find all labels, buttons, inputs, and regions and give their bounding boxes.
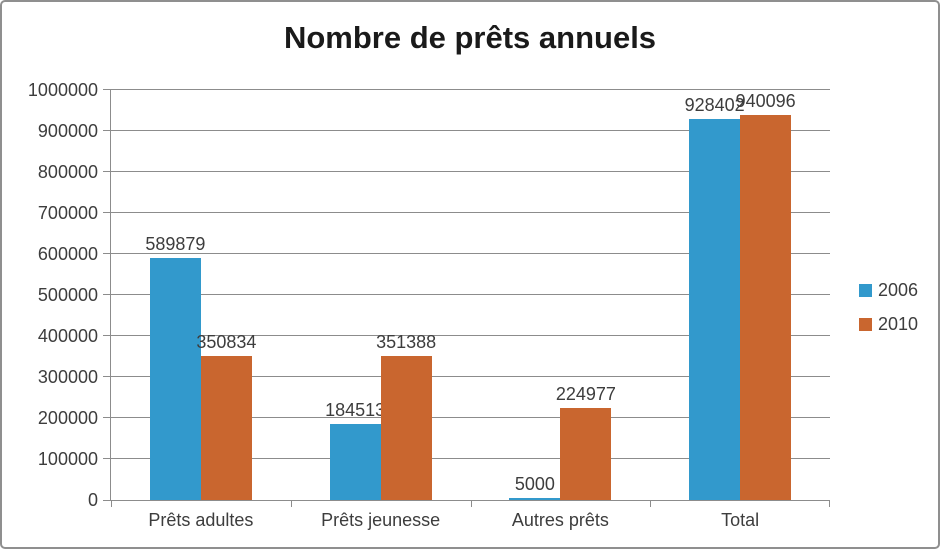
legend-item-2010: 2010 — [859, 313, 918, 335]
y-tick — [103, 171, 111, 172]
y-tick — [103, 294, 111, 295]
y-tick — [103, 253, 111, 254]
bar-2006-category-3 — [689, 119, 741, 500]
bar-2006-category-2 — [509, 497, 561, 500]
x-tick — [650, 500, 652, 507]
x-axis-label: Prêts adultes — [148, 510, 254, 530]
gridline — [111, 253, 830, 254]
bar-value-label: 928402 — [684, 95, 745, 116]
gridline — [111, 335, 830, 336]
bar-value-label: 224977 — [555, 383, 616, 404]
gridline — [111, 130, 830, 131]
gridline — [111, 376, 830, 377]
y-tick-label: 300000 — [37, 367, 98, 387]
bar-2010-category-0 — [200, 356, 252, 500]
bar-value-label: 184513 — [325, 400, 386, 421]
y-tick-label: 100000 — [37, 449, 98, 469]
y-tick-label: 1000000 — [27, 80, 98, 100]
y-tick — [103, 417, 111, 418]
legend-item-2006: 2006 — [859, 279, 918, 301]
x-axis-label: Prêts jeunesse — [321, 510, 441, 530]
bar-2006-category-1 — [329, 424, 381, 500]
y-tick — [103, 335, 111, 336]
legend-label: 2010 — [878, 313, 919, 334]
x-tick — [290, 500, 292, 507]
y-tick — [103, 212, 111, 213]
x-axis-label: Autres prêts — [511, 510, 609, 530]
plot-area: 589879 184513 5000 928402 350834 351388 224977… — [103, 89, 830, 530]
legend-label: 2006 — [878, 279, 919, 300]
x-tick — [470, 500, 472, 507]
gridline — [111, 294, 830, 295]
y-tick — [103, 458, 111, 459]
gridline — [111, 171, 830, 172]
bar-value-label: 589879 — [145, 234, 206, 255]
legend: 2006 2010 — [859, 279, 918, 347]
x-axis-label: Total — [721, 510, 760, 530]
bar-value-label: 940096 — [735, 90, 796, 111]
y-tick-label: 800000 — [37, 162, 98, 182]
y-tick — [103, 130, 111, 131]
x-tick — [829, 500, 830, 507]
y-tick-label: 200000 — [37, 408, 98, 428]
bar-2010-category-3 — [740, 114, 792, 500]
bar-value-label: 5000 — [514, 473, 555, 494]
y-tick-label: 700000 — [37, 203, 98, 223]
y-tick — [103, 89, 111, 90]
gridline — [111, 212, 830, 213]
chart-title: Nombre de prêts annuels — [283, 20, 657, 55]
y-tick-label: 600000 — [37, 244, 98, 264]
y-tick-label: 400000 — [37, 326, 98, 346]
gridline — [111, 417, 830, 418]
bar-2010-category-1 — [380, 355, 432, 500]
bar-2006-category-0 — [149, 258, 201, 500]
y-tick — [103, 500, 111, 501]
gridline — [111, 458, 830, 459]
x-tick — [111, 500, 112, 507]
gridline — [111, 89, 830, 90]
bar-value-label: 350834 — [196, 332, 257, 353]
bar-2010-category-2 — [560, 407, 612, 500]
legend-swatch-icon — [859, 317, 872, 331]
y-tick — [103, 376, 111, 377]
legend-swatch-icon — [859, 283, 872, 297]
y-tick-label: 0 — [87, 490, 98, 510]
bar-value-label: 351388 — [376, 331, 437, 352]
y-tick-label: 500000 — [37, 285, 98, 305]
y-tick-label: 900000 — [37, 121, 98, 141]
